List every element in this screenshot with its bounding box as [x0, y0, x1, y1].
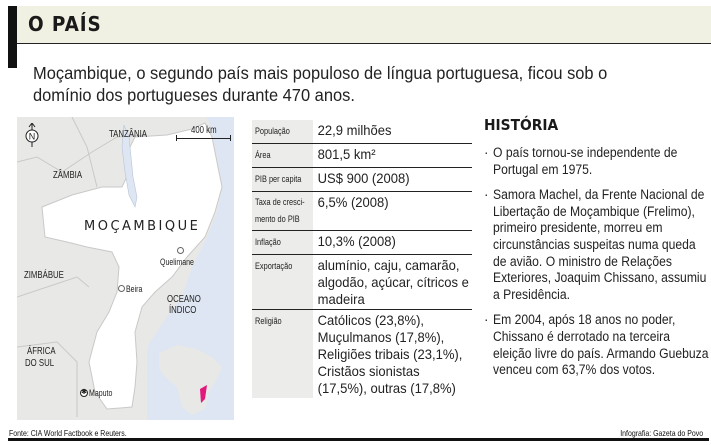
fact-row-gdp-per-capita: PIB per capita US$ 900 (2008): [252, 168, 472, 192]
fact-value: 10,3% (2008): [317, 233, 396, 249]
scale-bar: 400 km: [176, 125, 232, 141]
accent-bar: [8, 6, 17, 68]
fact-row-exports: Exportação alumínio, caju, camarão, algo…: [252, 255, 472, 310]
section-header: O PAÍS: [17, 6, 711, 44]
fact-value: US$ 900 (2008): [317, 170, 410, 186]
fact-row-area: Área 801,5 km²: [252, 144, 472, 168]
bullet-icon: ·: [484, 312, 489, 328]
fact-row-population: População 22,9 milhões: [252, 120, 472, 144]
fact-label: Taxa de cresci- mento do PIB: [252, 192, 313, 230]
fact-label: Exportação: [252, 255, 313, 309]
compass-icon: N: [23, 123, 41, 147]
section-title: O PAÍS: [28, 12, 102, 36]
svg-text:N: N: [29, 132, 36, 142]
fact-value: 6,5% (2008): [317, 194, 389, 210]
history-title: HISTÓRIA: [484, 116, 559, 134]
fact-label: Inflação: [252, 231, 313, 254]
fact-row-religion: Religião Católicos (23,8%), Muçulmanos (…: [252, 310, 472, 398]
label-zambia: ZÂMBIA: [53, 170, 83, 181]
map-graphic: [17, 117, 234, 420]
label-south-africa-2: DO SUL: [25, 358, 55, 369]
history-section: HISTÓRIA · O país tornou-se independente…: [484, 116, 709, 388]
label-quelimane: Quelimane: [160, 257, 194, 267]
source-note: Fonte: CIA World Factbook e Reuters.: [9, 428, 127, 438]
fact-value: Católicos (23,8%), Muçulmanos (17,8%), R…: [317, 312, 463, 396]
bottom-rule: [8, 438, 709, 441]
history-item: · Em 2004, após 18 anos no poder, Chissa…: [484, 312, 709, 378]
scale-label: 400 km: [191, 125, 217, 136]
mozambique-map: N 400 km TANZÂNIA ZÂMBIA MOÇAMBIQUE Quel…: [17, 117, 234, 420]
label-zimbabue: ZIMBÁBUE: [24, 270, 64, 281]
label-beira: Beira: [126, 284, 143, 294]
label-ocean-1: OCEANO: [167, 294, 201, 305]
history-item: · Samora Machel, da Frente Nacional de L…: [484, 187, 707, 302]
fact-label: População: [252, 120, 313, 143]
history-item: · O país tornou-se independente de Portu…: [484, 145, 678, 177]
label-tanzania: TANZÂNIA: [109, 129, 148, 140]
city-dot-quelimane: [177, 247, 184, 254]
label-ocean-2: ÍNDICO: [169, 305, 197, 316]
intro-text: Moçambique, o segundo país mais populoso…: [33, 63, 608, 105]
bullet-icon: ·: [484, 187, 489, 203]
fact-value: 22,9 milhões: [317, 122, 392, 138]
label-maputo: Maputo: [89, 388, 113, 398]
fact-label: PIB per capita: [252, 168, 313, 191]
fact-label: Religião: [252, 310, 313, 398]
credit-note: Infografia: Gazeta do Povo: [620, 428, 703, 438]
fact-label: Área: [252, 144, 313, 167]
fact-value: alumínio, caju, camarão, algodão, açúcar…: [317, 257, 469, 307]
fact-row-gdp-growth: Taxa de cresci- mento do PIB 6,5% (2008): [252, 192, 472, 231]
city-dot-beira: [118, 285, 125, 292]
bullet-icon: ·: [484, 145, 489, 160]
fact-value: 801,5 km²: [317, 146, 376, 162]
fact-row-inflation: Inflação 10,3% (2008): [252, 231, 472, 255]
capital-icon-maputo: ✱: [80, 389, 88, 397]
label-mozambique: MOÇAMBIQUE: [84, 219, 201, 234]
label-south-africa-1: ÁFRICA: [27, 346, 56, 357]
facts-table: População 22,9 milhões Área 801,5 km² PI…: [252, 120, 472, 398]
